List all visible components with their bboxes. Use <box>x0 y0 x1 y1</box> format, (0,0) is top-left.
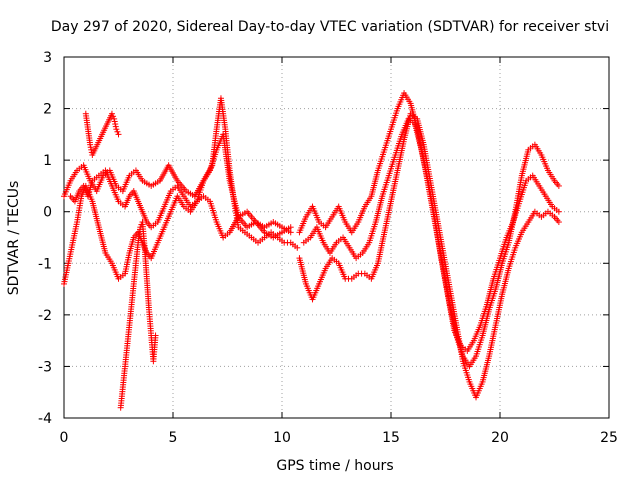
data-points <box>61 90 562 411</box>
y-tick-label: 3 <box>43 50 52 66</box>
data-point <box>287 229 294 236</box>
x-tick-label: 25 <box>600 430 618 446</box>
data-point-interp <box>87 144 94 151</box>
data-point <box>108 110 115 117</box>
plot-frame <box>63 56 610 419</box>
data-point-interp <box>88 146 95 153</box>
y-tick-label: -4 <box>38 411 52 427</box>
grid-lines <box>64 57 609 418</box>
data-point-interp <box>112 121 119 128</box>
data-point <box>287 224 294 231</box>
data-point <box>555 219 562 226</box>
x-tick-label: 0 <box>60 430 69 446</box>
data-point <box>115 131 122 138</box>
y-tick-label: -3 <box>38 359 52 375</box>
data-point-interp <box>110 113 117 120</box>
x-tick-label: 20 <box>491 430 509 446</box>
data-point <box>113 126 120 133</box>
data-point <box>555 208 562 215</box>
y-tick-label: 2 <box>43 102 52 118</box>
data-point-interp <box>114 128 121 135</box>
y-tick-label: 0 <box>43 205 52 221</box>
data-point <box>87 141 94 148</box>
data-point <box>294 244 301 251</box>
x-tick-label: 15 <box>382 430 400 446</box>
y-tick-label: 1 <box>43 153 52 169</box>
data-point-interp <box>112 123 119 130</box>
y-tick-label: -2 <box>38 308 52 324</box>
y-axis-label: SDTVAR / TECUs <box>6 181 22 296</box>
data-point-interp <box>111 118 118 125</box>
data-point <box>555 182 562 189</box>
x-axis-label: GPS time / hours <box>276 458 393 474</box>
x-tick-label: 10 <box>273 430 291 446</box>
chart-title: Day 297 of 2020, Sidereal Day-to-day VTE… <box>51 19 609 35</box>
x-tick-label: 5 <box>169 430 178 446</box>
data-point <box>111 115 118 122</box>
y-tick-label: -1 <box>38 256 52 272</box>
data-point <box>152 332 159 339</box>
